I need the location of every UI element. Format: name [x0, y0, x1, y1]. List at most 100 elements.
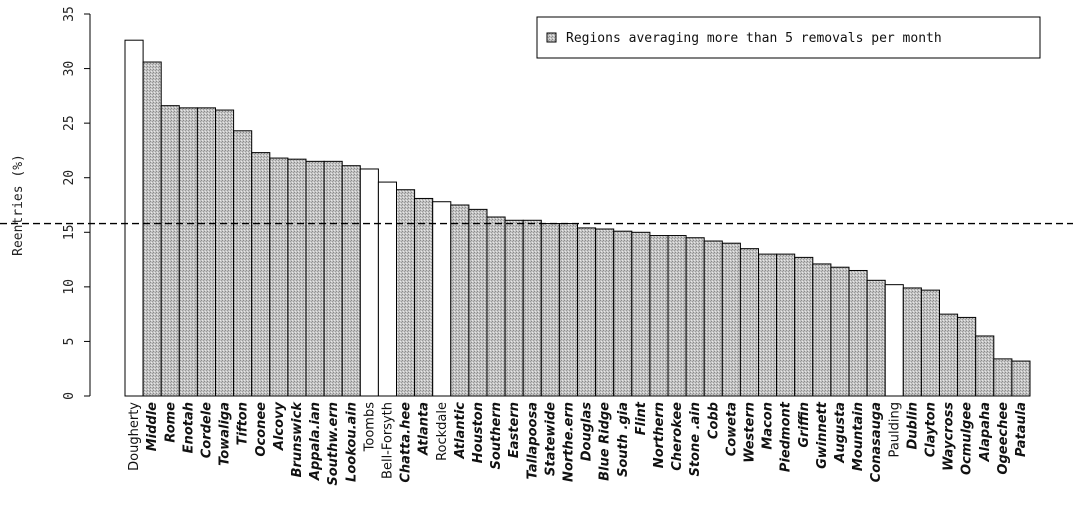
category-label: Dublin	[905, 402, 920, 450]
y-tick-label: 5	[62, 338, 77, 346]
category-label: Northe.ern	[561, 402, 576, 482]
category-labels: Dougherty Middle Rome Enotah Cordele Towaliga…	[127, 401, 1029, 486]
bar	[142, 61, 162, 397]
bar	[631, 231, 651, 397]
y-tick-label: 35	[62, 6, 77, 22]
bar	[359, 168, 379, 397]
category-label: Flint	[634, 401, 649, 435]
category-label: Mountain	[851, 402, 866, 471]
bar	[685, 237, 705, 397]
category-label: Oconee	[254, 402, 269, 457]
category-label: South .gia	[616, 402, 631, 477]
category-label: Dougherty	[127, 402, 142, 471]
bar	[758, 253, 778, 397]
bar	[504, 219, 524, 397]
category-label: Middle	[145, 402, 160, 451]
category-label: Augusta	[833, 402, 848, 464]
bar	[794, 256, 814, 397]
y-tick-label: 30	[62, 61, 77, 77]
bar	[776, 253, 796, 397]
category-label: Piedmont	[779, 401, 794, 472]
bar	[884, 284, 904, 397]
category-label: Western	[742, 402, 757, 463]
bar	[522, 219, 542, 397]
bar	[414, 197, 434, 397]
bar	[251, 152, 271, 397]
bar	[540, 223, 560, 397]
bar	[124, 39, 144, 397]
category-label: Douglas	[580, 402, 595, 462]
category-label: Pataula	[1014, 402, 1029, 457]
bar	[287, 158, 307, 397]
category-label: Enotah	[181, 402, 196, 453]
legend-swatch	[546, 32, 557, 43]
bar	[613, 230, 633, 397]
bar	[848, 269, 868, 397]
bar	[558, 223, 579, 397]
category-label: Lookou.ain	[344, 402, 359, 482]
category-label: Macon	[761, 402, 776, 450]
y-axis-label: Reentries (%)	[11, 154, 26, 256]
legend: Regions averaging more than 5 removals p…	[536, 16, 1041, 59]
category-label: Rockdale	[435, 402, 450, 461]
category-label: Toombs	[362, 402, 377, 453]
category-label: Tallapoosa	[525, 402, 540, 479]
category-label: Appala.ian	[308, 402, 323, 481]
y-axis: 0 5 10 15 20 25 30 35	[62, 6, 91, 400]
bar	[178, 107, 198, 397]
bar	[957, 316, 977, 397]
bar	[233, 130, 253, 397]
category-label: Rome	[163, 402, 178, 443]
bar	[830, 266, 850, 397]
category-label: Atlanta	[417, 402, 432, 456]
bar	[577, 227, 597, 397]
category-label: Gwinnett	[815, 401, 830, 469]
category-label: Southern	[489, 402, 504, 470]
category-label: Cherokee	[670, 402, 685, 471]
bar	[721, 242, 741, 397]
bar	[739, 248, 760, 397]
category-label: Griffin	[797, 402, 812, 448]
category-label: Southw.ern	[326, 402, 341, 486]
category-label: Conasauga	[869, 402, 884, 482]
bars	[124, 39, 1031, 397]
category-label: Towaliga	[218, 402, 233, 466]
bar	[975, 335, 995, 397]
category-label: Stone .ain	[688, 402, 703, 477]
bar	[215, 109, 235, 397]
y-tick-label: 10	[62, 279, 77, 295]
y-tick-label: 0	[62, 392, 77, 400]
legend-label: Regions averaging more than 5 removals p…	[566, 31, 942, 46]
bar	[396, 189, 416, 397]
bar	[812, 263, 832, 397]
bar	[323, 160, 343, 397]
category-label: Cobb	[706, 402, 721, 439]
y-tick-label: 25	[62, 115, 77, 131]
category-label: Northern	[652, 402, 667, 468]
bar	[450, 204, 470, 397]
bar	[939, 313, 959, 397]
bar	[920, 289, 941, 397]
bar	[341, 165, 361, 397]
bar	[160, 105, 180, 397]
bar	[432, 201, 452, 397]
bar	[269, 157, 289, 397]
bar	[993, 358, 1013, 397]
category-label: Eastern	[507, 402, 522, 458]
category-label: Blue Ridge	[598, 402, 613, 481]
legend-box	[536, 16, 1041, 59]
bar	[667, 235, 687, 397]
category-label: Ogeechee	[996, 402, 1011, 475]
bar	[377, 181, 397, 397]
category-label: Paulding	[887, 402, 902, 457]
bar	[468, 208, 488, 397]
bar	[1011, 360, 1031, 397]
category-label: Houston	[471, 402, 486, 463]
category-label: Ocmulgee	[960, 402, 975, 475]
category-label: Atlantic	[453, 402, 468, 460]
category-label: Bell-Forsyth	[380, 402, 395, 479]
bar	[703, 240, 723, 397]
category-label: Coweta	[724, 402, 739, 456]
category-label: Statewide	[543, 402, 558, 476]
